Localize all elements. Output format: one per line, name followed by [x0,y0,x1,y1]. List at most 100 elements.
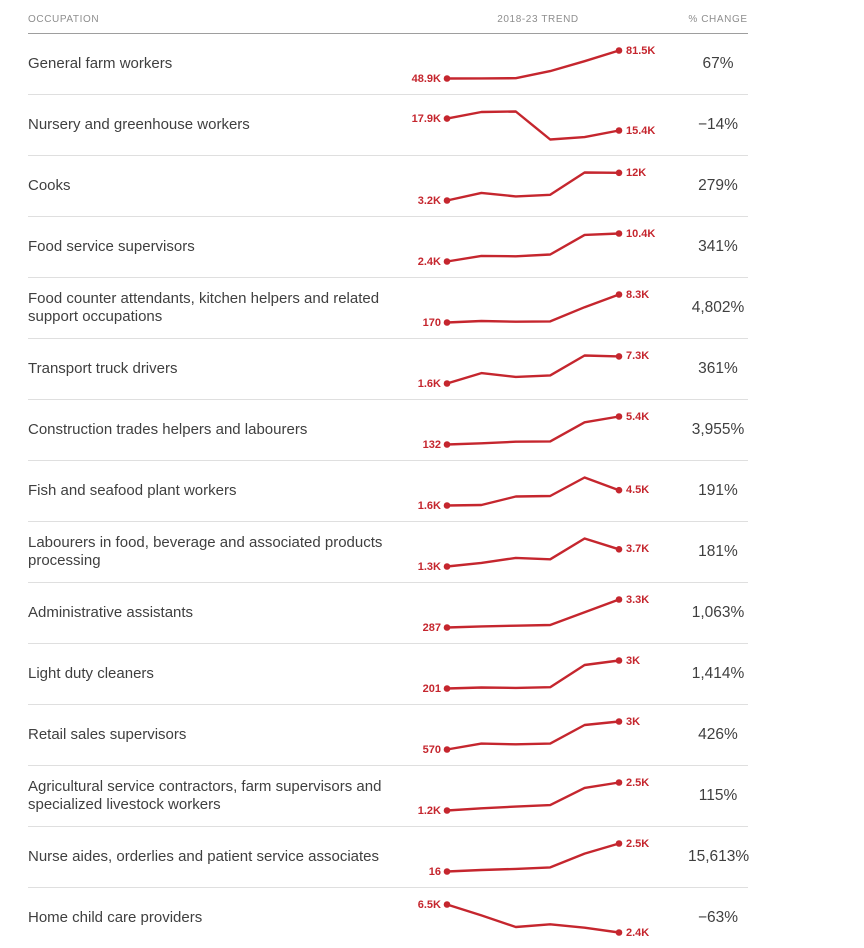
occupation-cell: Agricultural service contractors, farm s… [28,778,388,814]
sparkline-chart [443,840,623,875]
trend-end-dot [615,486,623,494]
trend-end-value: 4.5K [626,484,650,497]
table-row: Retail sales supervisors 570 3K 426% [28,705,748,766]
table-row: Nursery and greenhouse workers 17.9K 15.… [28,95,748,156]
trend-cell: 6.5K 2.4K [388,896,688,940]
sparkline-chart [443,169,623,204]
occupation-label: Food counter attendants, kitchen helpers… [28,290,380,325]
trend-cell: 170 8.3K [388,286,688,330]
occupation-label: General farm workers [28,55,173,72]
trend-start-value: 6.5K [417,898,441,911]
trend-end-value: 2.4K [626,926,650,939]
trend-cell: 1.6K 7.3K [388,347,688,391]
percent-change-value: 181% [698,543,738,560]
table-row: Home child care providers 6.5K 2.4K −63% [28,888,748,948]
table-row: Food counter attendants, kitchen helpers… [28,278,748,339]
trend-start-value: 170 [422,316,441,329]
trend-start-dot [443,380,451,387]
trend-end-value: 81.5K [626,44,656,57]
occupation-cell: Retail sales supervisors [28,726,388,744]
occupation-cell: Home child care providers [28,909,388,927]
trend-end-dot [615,779,623,786]
percent-change-value: 15,613% [688,848,750,865]
trend-start-dot [443,624,451,631]
sparkline-chart [443,353,623,387]
trend-line [445,598,621,629]
occupation-label: Light duty cleaners [28,665,154,682]
occupation-label: Nurse aides, orderlies and patient servi… [28,848,380,865]
trend-start-value: 48.9K [411,72,441,85]
occupation-label: Home child care providers [28,909,203,926]
trend-end-value: 3K [626,715,641,728]
sparkline-chart [443,718,623,753]
trend-line [445,110,621,141]
percent-change-value: 361% [698,360,738,377]
trend-line [445,415,621,446]
percent-change-value: 191% [698,482,738,499]
sparkline-chart [443,230,623,265]
table-row: Cooks 3.2K 12K 279% [28,156,748,217]
trend-end-dot [615,929,623,936]
occupation-cell: Labourers in food, beverage and associat… [28,534,388,570]
percent-change-value: 3,955% [691,421,745,438]
percent-change-value: 341% [698,238,738,255]
occupation-label: Construction trades helpers and labourer… [28,421,308,438]
trend-end-value: 2.5K [626,837,650,850]
trend-start-dot [443,868,451,875]
occupation-cell: Construction trades helpers and labourer… [28,421,388,439]
trend-line [445,232,621,263]
table-row: Nurse aides, orderlies and patient servi… [28,827,750,888]
occupation-cell: General farm workers [28,55,388,73]
table-row: Labourers in food, beverage and associat… [28,522,748,583]
occupation-label: Food service supervisors [28,238,195,255]
sparkline-chart [443,657,623,692]
trend-start-dot [443,746,451,753]
table-row: Administrative assistants 287 3.3K 1,063… [28,583,748,644]
table-row: Agricultural service contractors, farm s… [28,766,748,827]
trend-start-value: 570 [422,743,441,756]
trend-line [445,659,621,690]
percent-change-value: 4,802% [691,299,745,316]
percent-change-value: 1,063% [691,604,745,621]
trend-end-dot [615,47,623,54]
occupation-trend-table: OCCUPATION 2018-23 TREND % CHANGE Genera… [28,0,750,948]
table-row: General farm workers 48.9K 81.5K 67% [28,34,748,95]
trend-end-dot [615,413,623,420]
occupation-cell: Food counter attendants, kitchen helpers… [28,290,388,326]
trend-line [445,293,621,324]
sparkline-chart [443,476,623,509]
trend-cell: 3.2K 12K [388,164,688,208]
trend-start-value: 132 [422,438,441,451]
trend-start-value: 1.6K [417,499,441,512]
trend-cell: 287 3.3K [388,591,688,635]
trend-end-dot [615,657,623,664]
trend-start-value: 1.6K [417,377,441,390]
occupation-label: Agricultural service contractors, farm s… [28,778,382,813]
occupation-label: Nursery and greenhouse workers [28,116,250,133]
table-row: Light duty cleaners 201 3K 1,414% [28,644,748,705]
trend-cell: 132 5.4K [388,408,688,452]
trend-start-value: 2.4K [417,255,441,268]
trend-end-value: 10.4K [626,227,656,240]
occupation-label: Administrative assistants [28,604,194,621]
trend-start-dot [443,563,451,570]
trend-line [445,49,621,80]
occupation-label: Fish and seafood plant workers [28,482,237,499]
trend-end-dot [615,169,623,177]
trend-line [445,476,621,507]
trend-start-dot [443,901,451,908]
occupation-cell: Nurse aides, orderlies and patient servi… [28,848,388,866]
trend-end-value: 15.4K [626,124,656,137]
trend-start-dot [443,115,451,122]
trend-cell: 201 3K [388,652,688,696]
table-row: Construction trades helpers and labourer… [28,400,748,461]
trend-start-dot [443,502,451,509]
trend-end-dot [615,596,623,603]
sparkline-chart [443,901,623,936]
trend-line [445,842,621,873]
trend-end-value: 5.4K [626,410,650,423]
sparkline-chart [443,779,623,814]
trend-line [445,720,621,751]
percent-change-value: 67% [702,55,734,72]
trend-end-value: 8.3K [626,288,650,301]
